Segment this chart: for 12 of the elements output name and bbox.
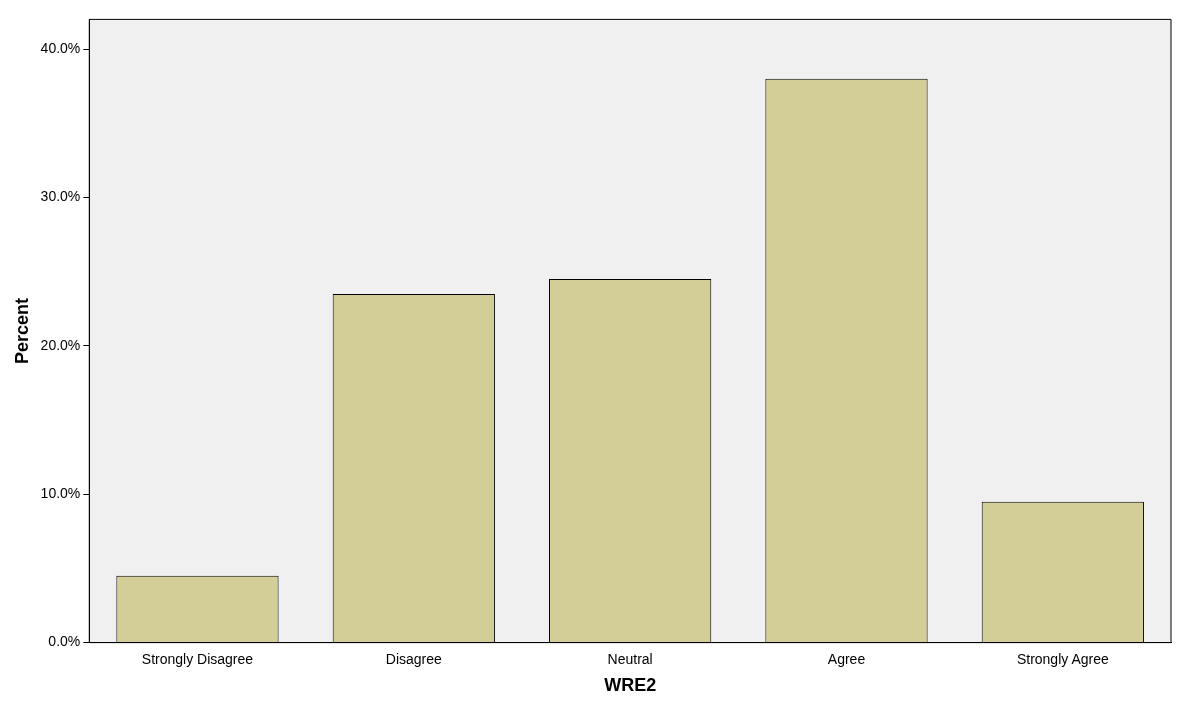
y-axis-title: Percent: [11, 297, 32, 365]
y-tick-label: 30.0%: [40, 188, 81, 205]
x-tick-label: Strongly Agree: [1016, 650, 1109, 667]
y-tick-label: 40.0%: [40, 39, 81, 56]
y-tick-label: 10.0%: [40, 485, 81, 502]
x-tick-label: Strongly Disagree: [141, 650, 254, 667]
y-tick-label: 20.0%: [40, 336, 81, 353]
x-axis-title: WRE2: [604, 675, 657, 696]
x-tick-label: Agree: [827, 650, 866, 667]
x-tick-label: Neutral: [607, 650, 653, 667]
x-tick-label: Disagree: [385, 650, 443, 667]
y-tick-label: 0.0%: [48, 633, 81, 650]
